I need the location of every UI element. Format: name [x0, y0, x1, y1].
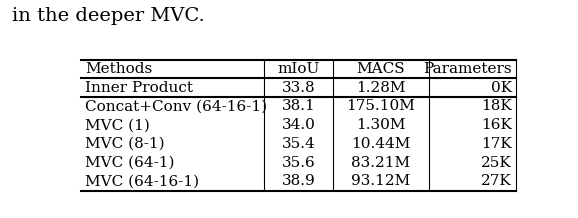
Text: Concat+Conv (64-16-1): Concat+Conv (64-16-1)	[85, 99, 267, 114]
Text: 93.12M: 93.12M	[351, 174, 410, 188]
Text: 10.44M: 10.44M	[351, 137, 411, 151]
Text: 38.1: 38.1	[281, 99, 316, 114]
Text: in the deeper MVC.: in the deeper MVC.	[12, 7, 204, 25]
Text: MACS: MACS	[357, 62, 405, 76]
Text: MVC (64-1): MVC (64-1)	[85, 156, 175, 170]
Text: Methods: Methods	[85, 62, 152, 76]
Text: MVC (1): MVC (1)	[85, 118, 150, 132]
Text: MVC (8-1): MVC (8-1)	[85, 137, 164, 151]
Text: MVC (64-16-1): MVC (64-16-1)	[85, 174, 199, 188]
Text: 33.8: 33.8	[281, 81, 315, 95]
Text: 83.21M: 83.21M	[351, 156, 410, 170]
Text: 175.10M: 175.10M	[347, 99, 416, 114]
Text: 18K: 18K	[481, 99, 512, 114]
Text: Parameters: Parameters	[424, 62, 512, 76]
Text: 35.4: 35.4	[281, 137, 316, 151]
Text: 25K: 25K	[481, 156, 512, 170]
Text: 27K: 27K	[481, 174, 512, 188]
Text: 0K: 0K	[491, 81, 512, 95]
Text: 16K: 16K	[481, 118, 512, 132]
Text: 1.30M: 1.30M	[356, 118, 406, 132]
Text: 17K: 17K	[481, 137, 512, 151]
Text: 38.9: 38.9	[281, 174, 316, 188]
Text: 34.0: 34.0	[281, 118, 316, 132]
Text: Inner Product: Inner Product	[85, 81, 193, 95]
Text: 35.6: 35.6	[281, 156, 316, 170]
Text: 1.28M: 1.28M	[356, 81, 406, 95]
Text: mIoU: mIoU	[277, 62, 320, 76]
